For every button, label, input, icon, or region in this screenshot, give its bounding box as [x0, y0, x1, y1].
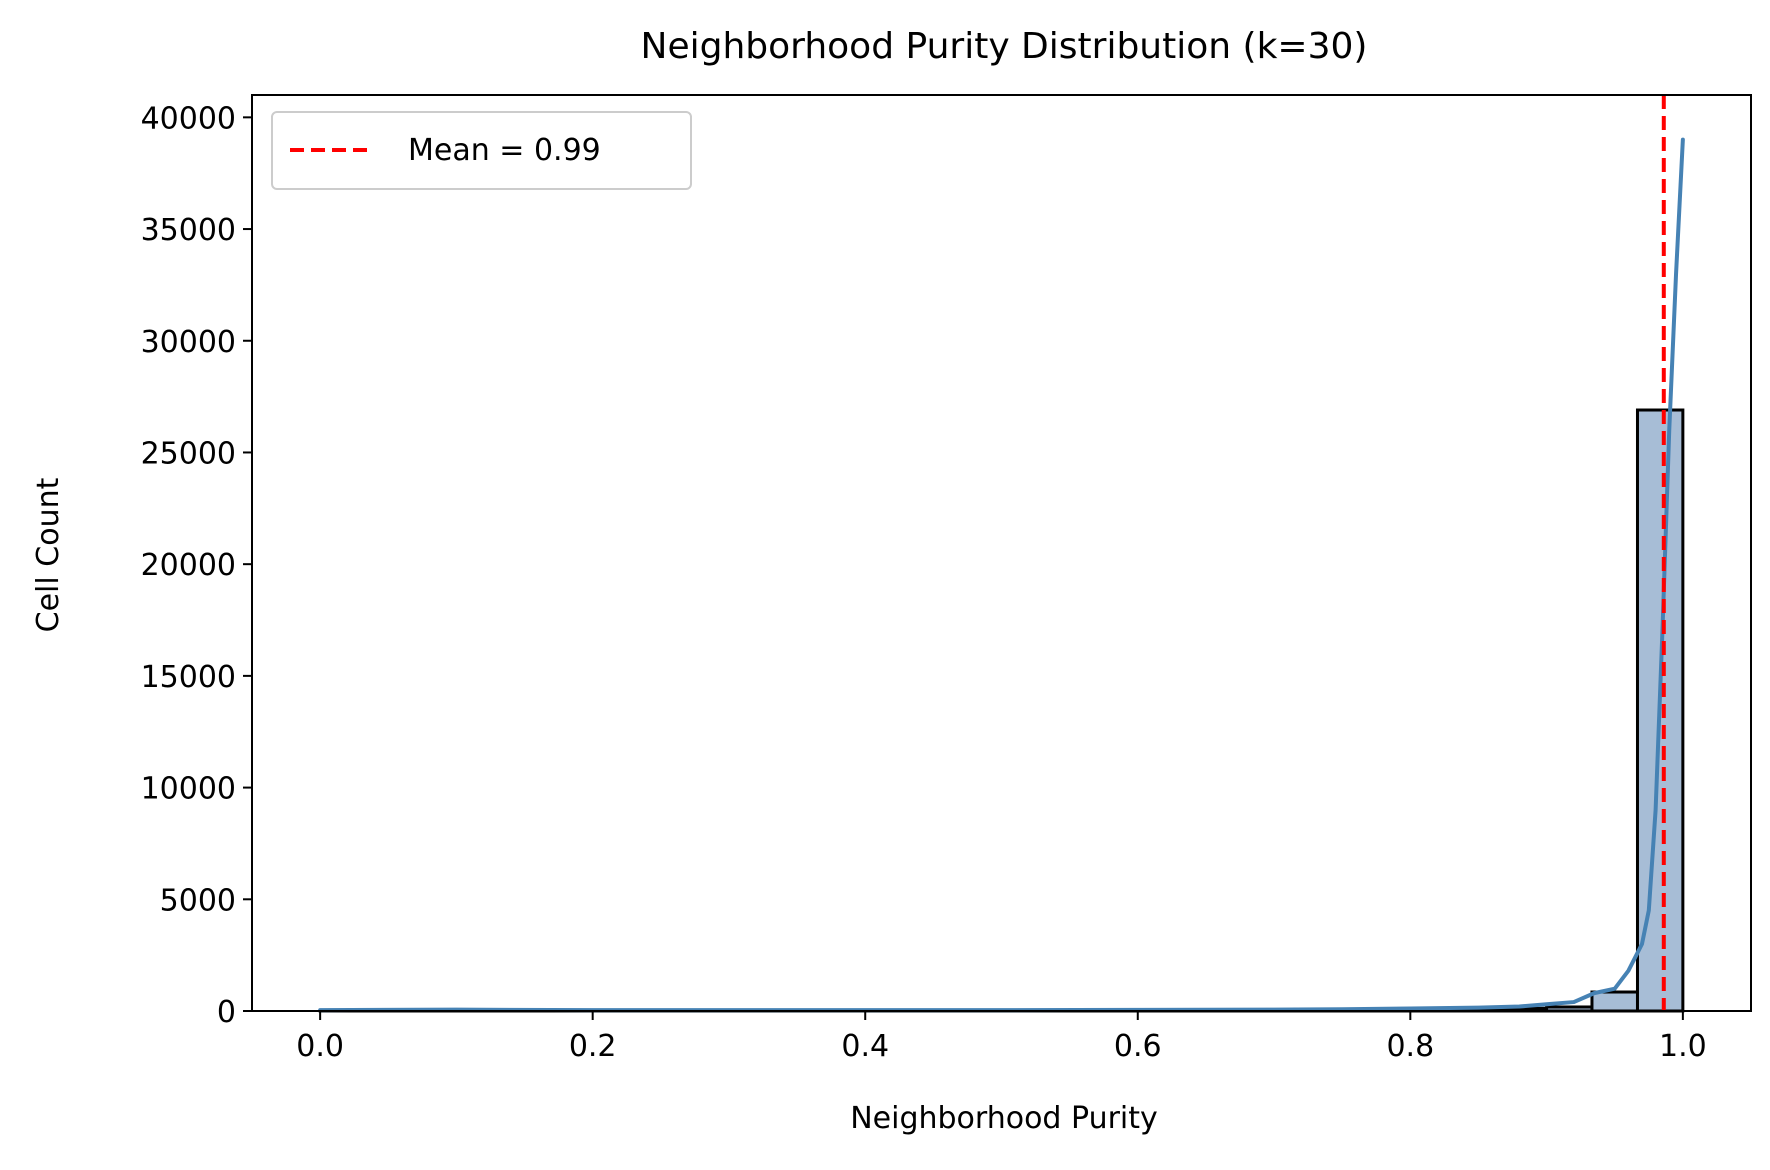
- y-tick-label: 35000: [141, 213, 236, 248]
- chart-title: Neighborhood Purity Distribution (k=30): [641, 26, 1368, 67]
- x-axis-label: Neighborhood Purity: [850, 1101, 1158, 1136]
- y-tick-label: 10000: [141, 772, 236, 807]
- x-tick-label: 1.0: [1659, 1029, 1707, 1064]
- x-tick-label: 0.8: [1386, 1029, 1434, 1064]
- y-tick-label: 5000: [160, 883, 236, 918]
- x-tick-label: 0.0: [296, 1029, 344, 1064]
- y-tick-label: 15000: [141, 660, 236, 695]
- y-tick-label: 40000: [141, 101, 236, 136]
- histogram-bar: [1592, 992, 1638, 1011]
- legend: Mean = 0.99: [272, 112, 691, 189]
- x-tick-label: 0.6: [1114, 1029, 1162, 1064]
- y-tick-label: 20000: [141, 548, 236, 583]
- x-tick-label: 0.2: [569, 1029, 617, 1064]
- y-axis-label: Cell Count: [31, 477, 66, 632]
- y-tick-label: 25000: [141, 436, 236, 471]
- y-tick-label: 0: [217, 995, 236, 1030]
- x-tick-label: 0.4: [841, 1029, 889, 1064]
- y-tick-label: 30000: [141, 325, 236, 360]
- legend-mean-label: Mean = 0.99: [408, 133, 601, 168]
